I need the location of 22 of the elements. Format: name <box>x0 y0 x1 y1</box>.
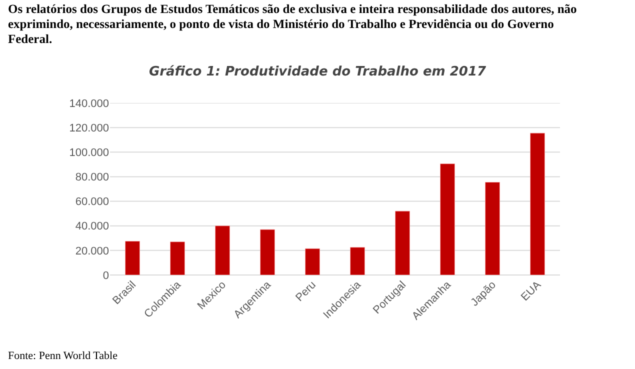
y-tick-label: 40.000 <box>75 220 109 233</box>
bar <box>215 226 230 275</box>
y-tick-label: 140.000 <box>69 98 109 110</box>
bar <box>395 210 410 275</box>
bar <box>530 132 545 275</box>
text: Os relatórios dos Grupos de Estudos Temáticos são de exclusiva e inteira responsabilidade dos autores, não exprimindo, necessariamente, o ponto de vista do Ministério do Trabalho e Previdência ou do Governo Federal. <box>8 2 578 47</box>
chart-title: Gráfico 1: Produtividade do Trabalho em 2017 <box>148 64 487 80</box>
bar <box>260 229 275 275</box>
bar <box>305 248 320 275</box>
bar <box>485 182 500 275</box>
source-note: Fonte: Penn World Table <box>8 350 118 362</box>
bar <box>170 242 185 275</box>
bar <box>440 164 455 275</box>
bar <box>350 247 365 275</box>
y-tick-label: 20.000 <box>75 245 109 258</box>
y-tick-label: 100.000 <box>69 146 109 159</box>
y-tick-label: 0 <box>102 270 109 282</box>
y-tick-label: 80.000 <box>75 172 109 184</box>
bar <box>125 240 140 275</box>
y-tick-label: 60.000 <box>75 196 109 208</box>
x-tick-label: EUA <box>519 278 544 304</box>
y-tick-label: 120.000 <box>69 122 109 134</box>
